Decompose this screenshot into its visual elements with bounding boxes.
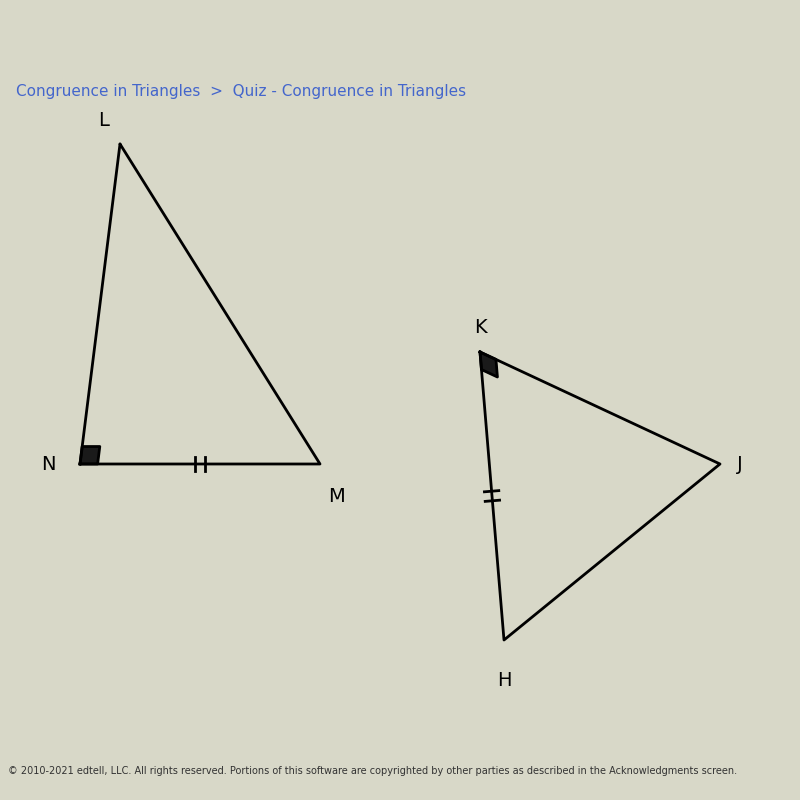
- Text: K: K: [474, 318, 486, 338]
- Polygon shape: [80, 446, 100, 464]
- Text: Congruence in Triangles  >  Quiz - Congruence in Triangles: Congruence in Triangles > Quiz - Congrue…: [16, 84, 466, 99]
- Text: J: J: [737, 454, 743, 474]
- Text: © 2010-2021 edtell, LLC. All rights reserved. Portions of this software are copy: © 2010-2021 edtell, LLC. All rights rese…: [8, 766, 737, 776]
- Polygon shape: [480, 352, 498, 377]
- Text: L: L: [98, 110, 110, 130]
- Text: N: N: [41, 454, 55, 474]
- Text: H: H: [497, 670, 511, 690]
- Text: M: M: [328, 486, 344, 506]
